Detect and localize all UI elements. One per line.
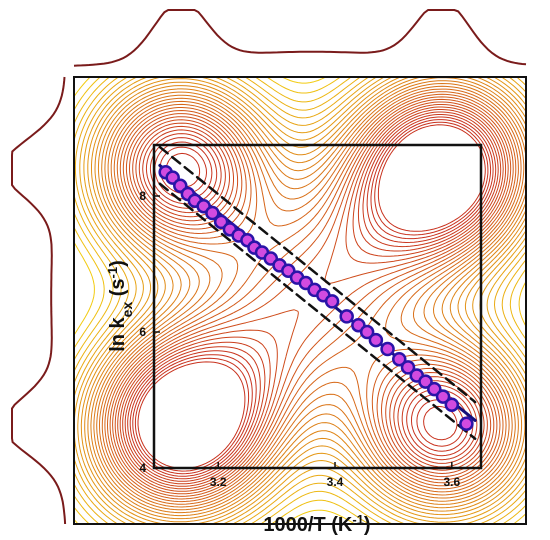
contour-line-5 — [74, 77, 526, 524]
data-point-29 — [418, 374, 433, 389]
contour-line-17 — [107, 93, 517, 500]
y-tick-label-1: 6 — [139, 325, 146, 339]
contour-line-22 — [119, 106, 504, 487]
contour-line-14 — [99, 85, 525, 508]
contour-line-9 — [84, 77, 526, 523]
data-point-33 — [459, 416, 474, 432]
data-point-20 — [324, 294, 340, 309]
data-point-23 — [359, 324, 375, 340]
left-marginal-curve — [11, 76, 67, 525]
contour-line-19 — [112, 98, 512, 495]
contour-line-28 — [134, 121, 489, 472]
contour-line-3 — [74, 77, 526, 524]
data-point-24 — [368, 332, 384, 348]
data-point-26 — [392, 351, 407, 367]
contour-line-1 — [74, 77, 526, 524]
data-point-27 — [400, 360, 416, 375]
data-point-21 — [339, 309, 354, 324]
tick-layer: 3.2 3.4 3.6 4 6 8 — [139, 189, 460, 489]
x-tick-label-0: 3.2 — [210, 475, 227, 489]
confidence-bound-line-2 — [158, 145, 477, 404]
plot-frame — [152, 143, 483, 470]
x-axis-title: 1000/T (K-1) — [263, 512, 370, 537]
contour-layer — [74, 77, 526, 524]
contour-line-10 — [87, 77, 526, 520]
contour-line-29 — [137, 124, 486, 469]
data-point-6 — [205, 205, 220, 221]
x-tick-label-1: 3.4 — [327, 475, 344, 489]
contour-line-4 — [74, 77, 526, 524]
outer-frame-border — [73, 76, 527, 525]
x-tick-label-2: 3.6 — [443, 475, 460, 489]
contour-line-0 — [74, 77, 526, 524]
plot-layer — [158, 145, 477, 441]
data-point-32 — [444, 397, 460, 413]
y-tick-label-2: 8 — [139, 189, 146, 203]
data-point-31 — [435, 389, 451, 404]
data-point-25 — [380, 341, 395, 357]
confidence-bound-line-3 — [158, 182, 477, 441]
top-marginal-curve — [73, 9, 527, 67]
contour-line-13 — [96, 83, 526, 511]
contour-line-8 — [80, 77, 526, 524]
contour-line-18 — [109, 96, 514, 497]
contour-line-24 — [124, 111, 499, 482]
contour-line-26 — [129, 116, 494, 477]
y-tick-label-0: 4 — [139, 461, 146, 475]
contour-line-2 — [74, 77, 526, 524]
y-axis-title: ln kex (s-1) — [105, 260, 136, 352]
contour-line-21 — [117, 104, 507, 490]
contour-line-7 — [77, 77, 526, 524]
contour-line-23 — [122, 109, 502, 485]
contour-line-15 — [101, 88, 522, 505]
contour-line-6 — [74, 77, 526, 524]
data-point-30 — [427, 381, 442, 397]
contour-line-25 — [127, 114, 497, 480]
data-point-7 — [213, 214, 229, 230]
contour-line-11 — [90, 77, 526, 517]
